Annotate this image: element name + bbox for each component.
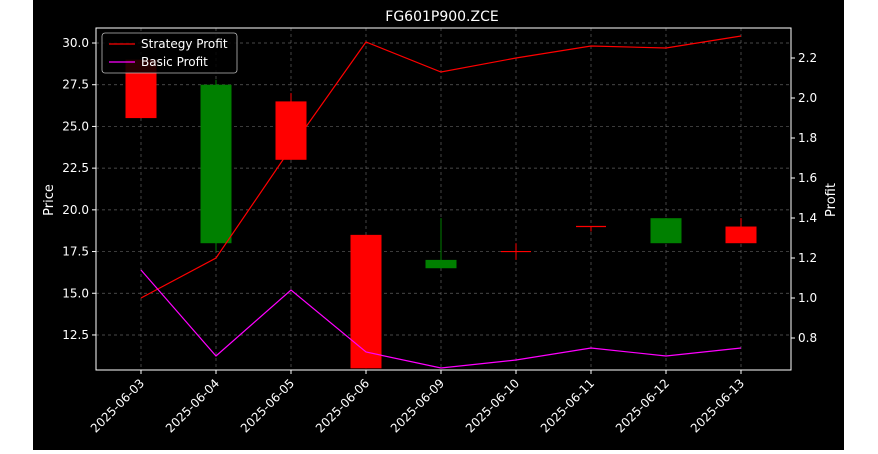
y-axis-right-label: Profit — [824, 183, 839, 217]
y-tick-label-right: 1.4 — [798, 211, 817, 225]
y-tick-label-left: 17.5 — [62, 245, 89, 259]
chart-canvas: FG601P900.ZCE 2025-06-03 2025-06-04 2025-0… — [33, 0, 844, 450]
candle-body — [650, 218, 682, 244]
x-axis: 2025-06-03 2025-06-04 2025-06-05 2025-06-06… — [88, 370, 747, 435]
y-tick-label-right: 0.8 — [798, 331, 817, 345]
x-tick-label: 2025-06-12 — [613, 376, 672, 435]
y-tick-label-right: 2.0 — [798, 91, 817, 105]
candle-body — [350, 234, 382, 369]
x-tick-label: 2025-06-10 — [463, 376, 522, 435]
series-line — [140, 35, 742, 299]
plot-frame — [95, 27, 792, 371]
y-axis-right: 0.8 1.0 1.2 1.4 1.6 1.8 2.0 2.2 — [791, 51, 817, 345]
y-tick-label-left: 15.0 — [62, 286, 89, 300]
y-tick-label-left: 12.5 — [62, 328, 89, 342]
x-tick-label: 2025-06-04 — [163, 376, 222, 435]
legend-label: Strategy Profit — [141, 37, 228, 51]
y-tick-label-left: 22.5 — [62, 161, 89, 175]
legend: Strategy Profit Basic Profit — [101, 32, 238, 74]
series-line — [140, 269, 742, 369]
y-tick-label-left: 25.0 — [62, 119, 89, 133]
y-tick-label-left: 27.5 — [62, 78, 89, 92]
x-tick-label: 2025-06-05 — [238, 376, 297, 435]
candle-body — [725, 226, 757, 244]
y-axis-left: 12.5 15.0 17.5 20.0 22.5 25.0 27.5 30.0 — [62, 36, 96, 342]
candle-body — [275, 101, 307, 160]
x-tick-label: 2025-06-11 — [538, 376, 597, 435]
legend-box — [101, 32, 238, 74]
y-tick-label-left: 20.0 — [62, 203, 89, 217]
candle-body — [200, 84, 232, 244]
chart: FG601P900.ZCE 2025-06-03 2025-06-04 2025-0… — [42, 9, 839, 435]
y-tick-label-left: 30.0 — [62, 36, 89, 50]
y-tick-label-right: 1.0 — [798, 291, 817, 305]
y-tick-label-right: 1.2 — [798, 251, 817, 265]
y-tick-label-right: 2.2 — [798, 51, 817, 65]
x-tick-label: 2025-06-13 — [688, 376, 747, 435]
y-axis-left-label: Price — [42, 184, 57, 216]
grid — [96, 28, 791, 370]
y-tick-label-right: 1.8 — [798, 131, 817, 145]
y-tick-label-right: 1.6 — [798, 171, 817, 185]
candle-body — [425, 259, 457, 269]
x-tick-label: 2025-06-06 — [313, 376, 372, 435]
legend-label: Basic Profit — [141, 55, 208, 69]
chart-title: FG601P900.ZCE — [385, 9, 498, 25]
x-tick-label: 2025-06-09 — [388, 376, 447, 435]
profit-lines — [140, 35, 742, 369]
x-tick-label: 2025-06-03 — [88, 376, 147, 435]
